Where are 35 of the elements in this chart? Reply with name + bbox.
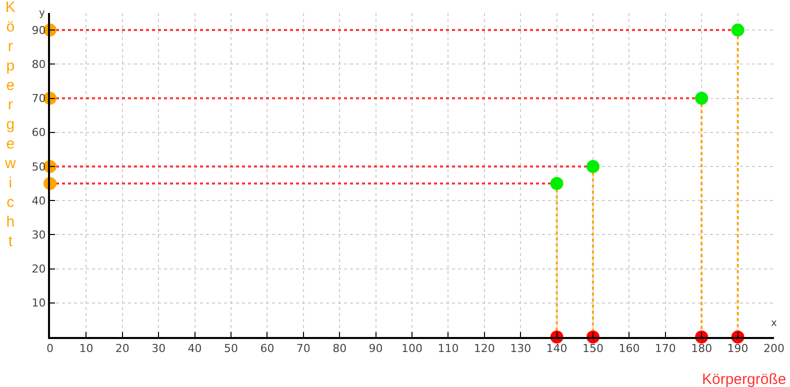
x-tick-label: 150 bbox=[582, 342, 604, 356]
x-tick-label: 80 bbox=[332, 342, 347, 356]
text: Körpergewicht bbox=[5, 0, 16, 250]
x-tick-label: 70 bbox=[296, 342, 310, 356]
x-tick-label: 40 bbox=[188, 342, 202, 356]
y-tick-label: 30 bbox=[32, 228, 46, 242]
y-tick-label: 80 bbox=[32, 58, 46, 72]
y-tick-label: 10 bbox=[32, 296, 46, 310]
y-tick-label: 20 bbox=[32, 262, 46, 276]
x-tick-label: 140 bbox=[546, 342, 568, 356]
y-tick-label: 60 bbox=[32, 126, 46, 140]
y-tick-label: 40 bbox=[32, 194, 46, 208]
x-tick-label: 180 bbox=[691, 342, 712, 356]
point bbox=[550, 177, 564, 190]
x-tick-label: 100 bbox=[402, 342, 422, 356]
x-tick-label: 20 bbox=[115, 342, 130, 356]
x-tick-label: 170 bbox=[654, 342, 676, 356]
x-tick-label: 130 bbox=[510, 342, 532, 356]
x-tick-label: 30 bbox=[152, 342, 166, 356]
x-tick-label: 50 bbox=[224, 342, 238, 356]
x-tick-label: 10 bbox=[79, 342, 94, 356]
x-tick-label: 200 bbox=[764, 342, 784, 356]
x-tick-label: 190 bbox=[727, 342, 748, 356]
x-tick-label: 110 bbox=[438, 342, 459, 356]
point bbox=[695, 92, 708, 105]
point bbox=[731, 24, 744, 37]
x-tick-label: 120 bbox=[474, 342, 495, 356]
x-tick-label: 160 bbox=[618, 342, 640, 356]
text: y bbox=[39, 8, 45, 19]
x-tick-label: 60 bbox=[260, 342, 274, 356]
x-tick-label: 90 bbox=[368, 342, 383, 356]
x-tick-label: 0 bbox=[46, 342, 54, 356]
annotation: x bbox=[771, 318, 777, 329]
point bbox=[586, 160, 600, 173]
x-axis-title: Körpergröße bbox=[702, 371, 786, 387]
